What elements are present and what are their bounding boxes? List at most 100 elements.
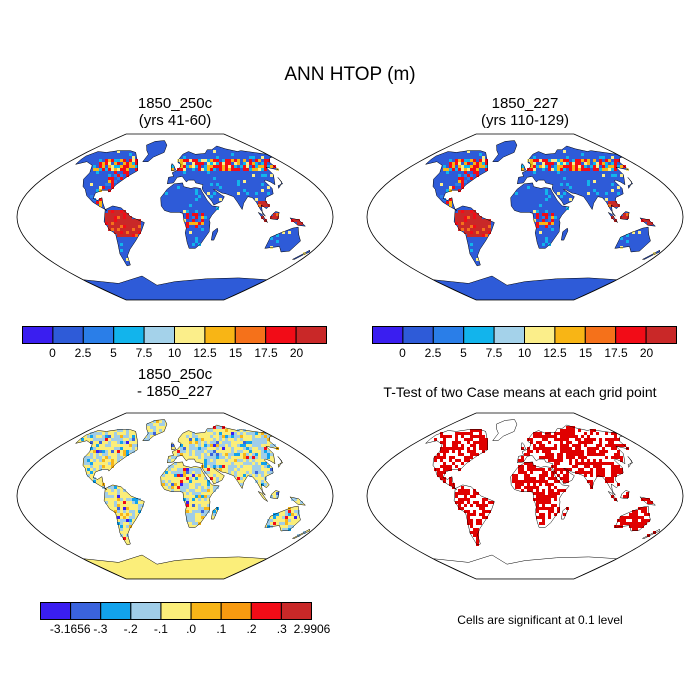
colorbar-tick-label: 0 — [399, 346, 406, 360]
panel-title-line2: - 1850_227 — [137, 383, 213, 400]
colorbar-swatch — [174, 326, 206, 344]
colorbar-tick-label: -.1 — [153, 622, 168, 636]
colorbar-tick-label: 5 — [110, 346, 117, 360]
colorbar-swatch — [143, 326, 175, 344]
colorbar-swatch — [493, 326, 525, 344]
colorbar-tick-label: 2.9906 — [293, 622, 331, 636]
panel-title-line1: 1850_227 — [491, 95, 559, 112]
coastline — [82, 275, 268, 300]
land-africa — [510, 182, 570, 249]
coastline — [292, 528, 311, 539]
coastline — [211, 506, 219, 520]
map-panel-top-left — [16, 133, 334, 301]
colorbar-swatch — [234, 326, 267, 344]
coastline — [516, 145, 629, 217]
coastline — [561, 506, 569, 520]
coastline — [620, 490, 630, 500]
map-panel-top-right — [366, 133, 684, 301]
colorbar-tick-label: 12.5 — [543, 346, 567, 360]
coastline — [75, 150, 138, 211]
colorbar-swatch — [40, 602, 72, 620]
map-border — [366, 412, 684, 580]
coastline — [257, 212, 268, 223]
coastline — [270, 490, 280, 500]
coastline — [264, 505, 301, 532]
coastline — [453, 205, 495, 267]
main-title: ANN HTOP (m) — [284, 64, 416, 85]
coastline — [270, 211, 280, 221]
colorbar-tick-label: 20 — [639, 346, 654, 360]
colorbar-tick-label: .2 — [246, 622, 257, 636]
colorbar-swatch — [372, 326, 404, 344]
colorbar-top-right — [372, 326, 677, 344]
coastline — [292, 249, 311, 260]
panel-title-line1: 1850_250c — [137, 95, 213, 112]
coastline — [510, 182, 570, 249]
ocean-area — [367, 134, 683, 300]
colorbar-tick-label: 2.5 — [74, 346, 92, 360]
coastline — [492, 419, 518, 441]
coastline — [166, 424, 279, 496]
colorbar-tick-label: 7.5 — [135, 346, 153, 360]
colorbar-swatch — [70, 602, 102, 620]
coastline — [75, 429, 138, 490]
colorbar-swatch — [554, 326, 586, 344]
panel-title-bottom-right: T-Test of two Case means at each grid po… — [340, 384, 700, 401]
colorbar-tick-label: 17.5 — [254, 346, 278, 360]
panel-title-line1: 1850_250c — [137, 366, 213, 383]
colorbar-swatch — [204, 326, 236, 344]
land-field — [75, 140, 311, 300]
land-japan — [277, 456, 283, 468]
coastline — [639, 496, 657, 506]
coastline — [170, 163, 177, 172]
colorbar-swatch — [100, 602, 132, 620]
colorbar-tick-label: 15 — [578, 346, 593, 360]
colorbar-swatch — [463, 326, 495, 344]
colorbar-tick-label: 5 — [460, 346, 467, 360]
coastline — [142, 140, 168, 162]
panel-title-line2: (yrs 110-129) — [480, 112, 570, 129]
coastline — [627, 177, 634, 190]
coastline — [516, 424, 629, 496]
colorbar-swatch — [82, 326, 115, 344]
coastline — [607, 212, 618, 223]
land-africa — [160, 182, 220, 249]
land-madagascar — [561, 228, 568, 241]
ocean-area — [367, 413, 683, 579]
colorbar-swatch — [280, 602, 312, 620]
colorbar-swatch — [190, 602, 222, 620]
coastline — [103, 484, 145, 546]
colorbar-swatch — [432, 326, 465, 344]
coastline — [166, 145, 279, 217]
colorbar-tick-label: 12.5 — [193, 346, 217, 360]
colorbar-swatch — [220, 602, 252, 620]
coastline — [432, 275, 618, 300]
ocean-area — [17, 134, 333, 300]
colorbar-bottom-left — [40, 602, 312, 620]
coastline — [82, 554, 268, 579]
map-border — [16, 412, 334, 580]
colorbar-tick-label: 0 — [49, 346, 56, 360]
colorbar-tick-label: -.2 — [123, 622, 138, 636]
colorbar-tick-label: .0 — [186, 622, 197, 636]
colorbar-tick-label: 17.5 — [604, 346, 628, 360]
colorbar-swatch — [615, 326, 647, 344]
colorbar-swatch — [295, 326, 327, 344]
colorbar-tick-label: 15 — [228, 346, 243, 360]
coastline — [211, 227, 219, 241]
coastline — [639, 217, 657, 227]
coastline — [520, 163, 527, 172]
coastline — [614, 226, 651, 253]
coastline — [425, 150, 488, 211]
colorbar-top-left — [22, 326, 327, 344]
colorbar-swatch — [250, 602, 282, 620]
coastline — [160, 182, 220, 249]
coastline — [642, 528, 661, 539]
coastline — [277, 177, 284, 190]
colorbar-tick-label: .1 — [216, 622, 227, 636]
panel-title-bottom-left: 1850_250c - 1850_227 — [35, 366, 315, 400]
land-australia — [614, 227, 651, 252]
land-greenland — [142, 140, 167, 162]
panel-title-top-left: 1850_250c (yrs 41-60) — [35, 95, 315, 129]
land-field — [425, 140, 661, 300]
